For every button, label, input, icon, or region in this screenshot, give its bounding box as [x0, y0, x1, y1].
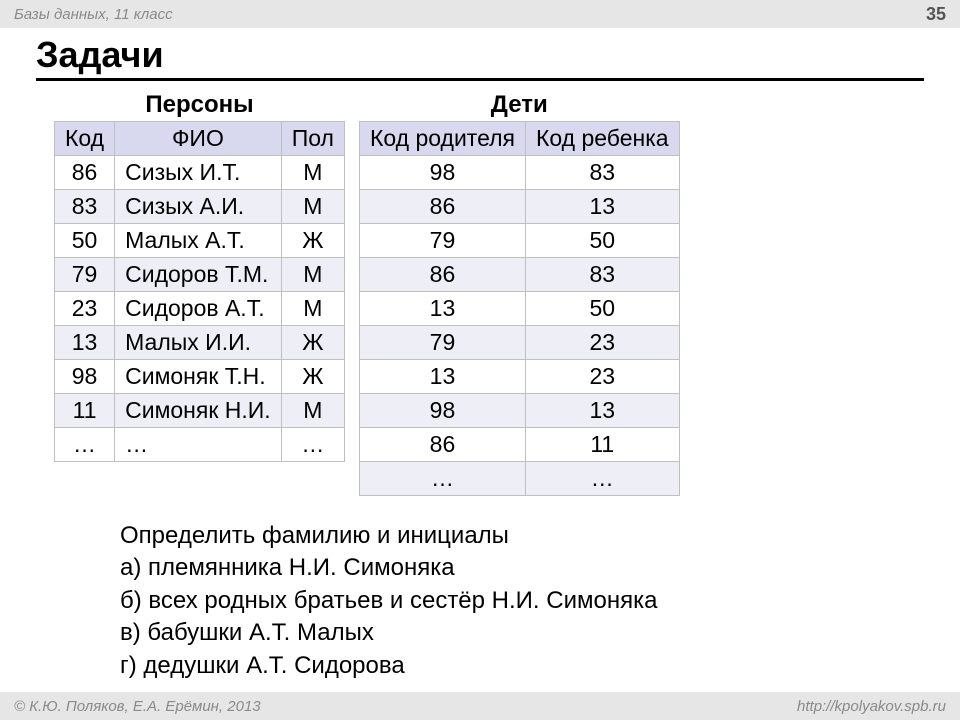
children-cell: 23 — [525, 360, 679, 394]
persons-row: 86Сизых И.Т.М — [55, 156, 345, 190]
persons-cell: Ж — [281, 360, 344, 394]
persons-cell: … — [115, 428, 282, 462]
children-row: 7923 — [359, 326, 679, 360]
children-cell: 79 — [359, 224, 525, 258]
children-cell: 98 — [359, 394, 525, 428]
persons-cell: Сидоров Т.М. — [115, 258, 282, 292]
persons-row: ……… — [55, 428, 345, 462]
persons-cell: М — [281, 156, 344, 190]
children-row: 1323 — [359, 360, 679, 394]
persons-table-block: Персоны КодФИОПол86Сизых И.Т.М83Сизых А.… — [54, 91, 345, 462]
persons-cell: Симоняк Н.И. — [115, 394, 282, 428]
children-cell: … — [525, 462, 679, 496]
persons-cell: 50 — [55, 224, 115, 258]
persons-row: 11Симоняк Н.И.М — [55, 394, 345, 428]
persons-cell: 11 — [55, 394, 115, 428]
persons-row: 98Симоняк Т.Н.Ж — [55, 360, 345, 394]
children-cell: 13 — [525, 190, 679, 224]
persons-cell: 86 — [55, 156, 115, 190]
question-item: г) дедушки А.Т. Сидорова — [120, 650, 924, 682]
children-cell: 11 — [525, 428, 679, 462]
children-cell: 83 — [525, 156, 679, 190]
footer-url: http://kpolyakov.spb.ru — [797, 698, 946, 715]
children-row: 8613 — [359, 190, 679, 224]
children-cell: 98 — [359, 156, 525, 190]
children-row: …… — [359, 462, 679, 496]
question-item: б) всех родных братьев и сестёр Н.И. Сим… — [120, 585, 924, 617]
footer-authors: © К.Ю. Поляков, Е.А. Ерёмин, 2013 — [14, 698, 261, 715]
persons-cell: Малых А.Т. — [115, 224, 282, 258]
children-row: 9883 — [359, 156, 679, 190]
children-table-block: Дети Код родителяКод ребенка988386137950… — [359, 91, 680, 496]
children-cell: 86 — [359, 190, 525, 224]
persons-cell: 98 — [55, 360, 115, 394]
persons-row: 23Сидоров А.Т.М — [55, 292, 345, 326]
persons-cell: Ж — [281, 326, 344, 360]
persons-cell: Сизых И.Т. — [115, 156, 282, 190]
persons-cell: Малых И.И. — [115, 326, 282, 360]
children-cell: 86 — [359, 428, 525, 462]
persons-row: 79Сидоров Т.М.М — [55, 258, 345, 292]
persons-cell: М — [281, 190, 344, 224]
children-cell: 83 — [525, 258, 679, 292]
persons-cell: 83 — [55, 190, 115, 224]
children-cell: 13 — [359, 360, 525, 394]
persons-row: 13Малых И.И.Ж — [55, 326, 345, 360]
slide-title: Задачи — [36, 34, 924, 81]
slide-footer: © К.Ю. Поляков, Е.А. Ерёмин, 2013 http:/… — [0, 692, 960, 720]
persons-row: 83Сизых А.И.М — [55, 190, 345, 224]
children-cell: 13 — [359, 292, 525, 326]
questions-block: Определить фамилию и инициалыа) племянни… — [36, 496, 924, 682]
persons-header-cell: Пол — [281, 122, 344, 156]
persons-header-cell: Код — [55, 122, 115, 156]
persons-row: 50Малых А.Т.Ж — [55, 224, 345, 258]
children-header-cell: Код ребенка — [525, 122, 679, 156]
children-cell: 79 — [359, 326, 525, 360]
children-caption: Дети — [359, 91, 680, 119]
subject-label: Базы данных, 11 класс — [14, 6, 173, 23]
children-cell: 50 — [525, 224, 679, 258]
question-item: а) племянника Н.И. Симоняка — [120, 552, 924, 584]
children-row: 9813 — [359, 394, 679, 428]
persons-cell: М — [281, 292, 344, 326]
children-cell: 23 — [525, 326, 679, 360]
persons-cell: М — [281, 394, 344, 428]
persons-cell: М — [281, 258, 344, 292]
persons-cell: 13 — [55, 326, 115, 360]
persons-cell: 23 — [55, 292, 115, 326]
children-row: 8683 — [359, 258, 679, 292]
children-cell: … — [359, 462, 525, 496]
children-row: 8611 — [359, 428, 679, 462]
persons-cell: Симоняк Т.Н. — [115, 360, 282, 394]
slide-header: Базы данных, 11 класс 35 — [0, 0, 960, 28]
page-number: 35 — [926, 4, 946, 25]
children-row: 1350 — [359, 292, 679, 326]
question-item: в) бабушки А.Т. Малых — [120, 617, 924, 649]
children-cell: 50 — [525, 292, 679, 326]
persons-cell: Сидоров А.Т. — [115, 292, 282, 326]
tables-container: Персоны КодФИОПол86Сизых И.Т.М83Сизых А.… — [36, 91, 924, 496]
children-header-cell: Код родителя — [359, 122, 525, 156]
persons-cell: … — [55, 428, 115, 462]
persons-caption: Персоны — [54, 91, 345, 119]
slide-content: Задачи Персоны КодФИОПол86Сизых И.Т.М83С… — [0, 28, 960, 682]
persons-cell: Сизых А.И. — [115, 190, 282, 224]
persons-cell: … — [281, 428, 344, 462]
children-table: Код родителяКод ребенка98838613795086831… — [359, 121, 680, 496]
persons-cell: 79 — [55, 258, 115, 292]
persons-header-cell: ФИО — [115, 122, 282, 156]
persons-table: КодФИОПол86Сизых И.Т.М83Сизых А.И.М50Мал… — [54, 121, 345, 462]
questions-intro: Определить фамилию и инициалы — [120, 520, 924, 552]
persons-cell: Ж — [281, 224, 344, 258]
children-cell: 13 — [525, 394, 679, 428]
children-cell: 86 — [359, 258, 525, 292]
children-row: 7950 — [359, 224, 679, 258]
